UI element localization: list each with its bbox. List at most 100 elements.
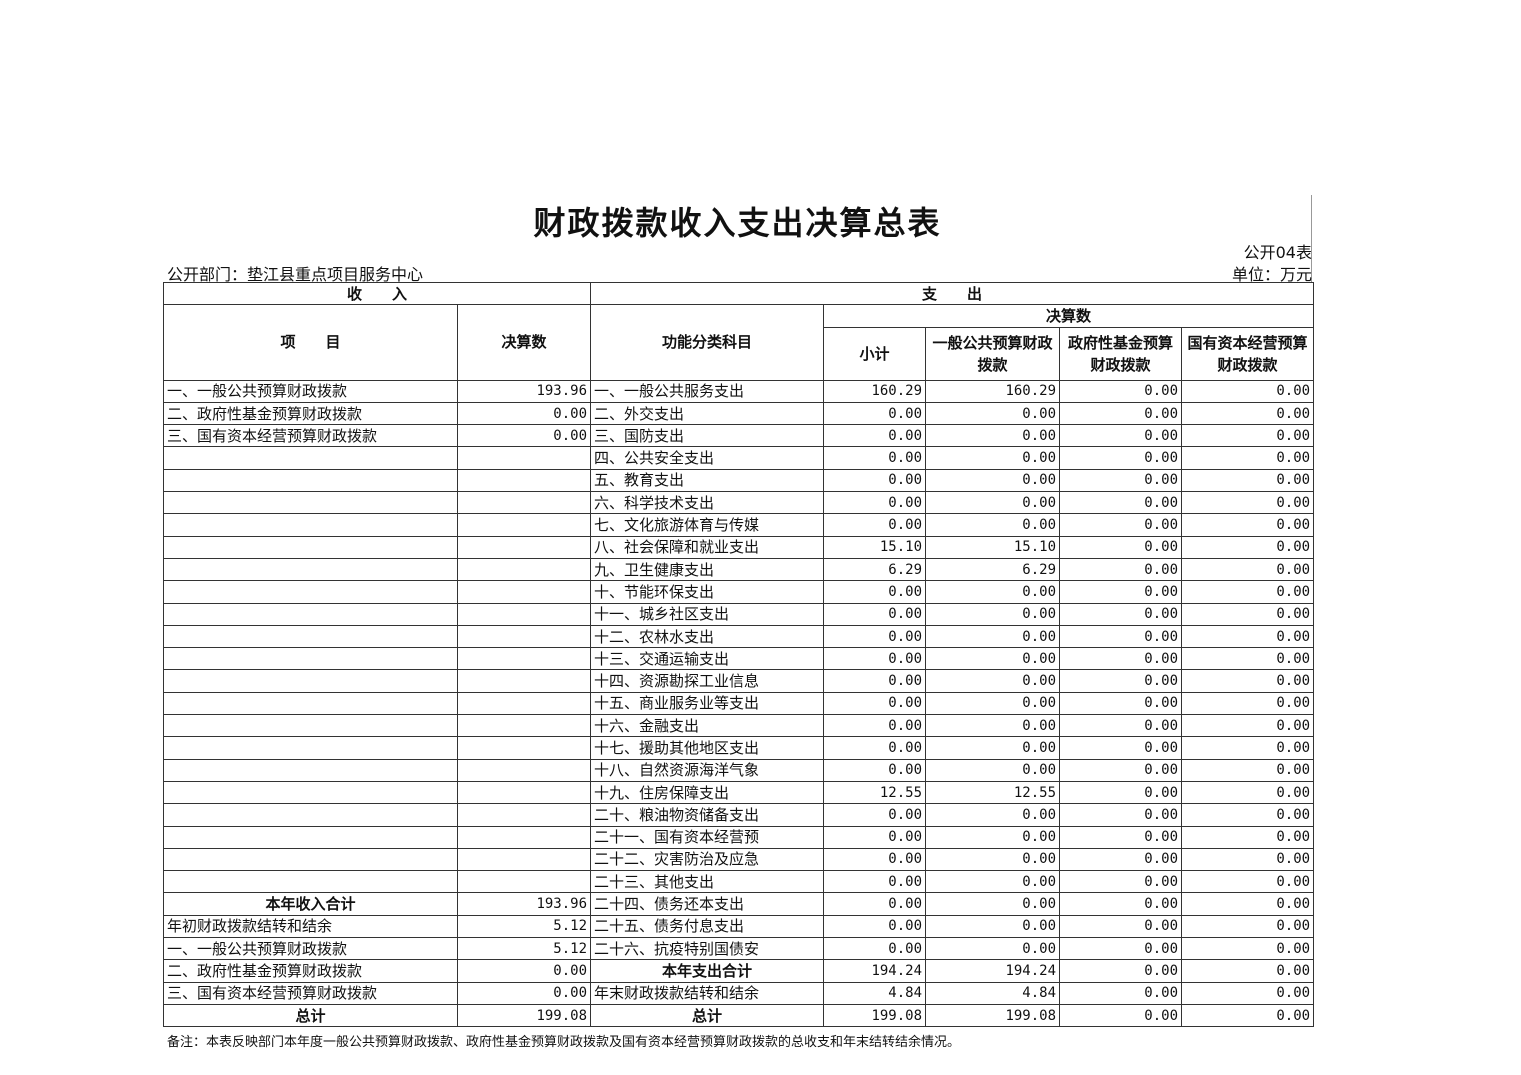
gov-fund-cell: 0.00 xyxy=(1059,491,1183,515)
gov-fund-cell: 0.00 xyxy=(1059,424,1183,448)
department: 公开部门：垫江县重点项目服务中心 xyxy=(167,265,424,284)
income-amount-cell xyxy=(456,691,592,716)
general-budget-cell: 0.00 xyxy=(925,691,1061,716)
general-budget-cell: 15.10 xyxy=(925,535,1061,559)
gov-fund-cell: 0.00 xyxy=(1059,647,1183,671)
income-item-cell xyxy=(163,847,458,872)
income-item-cell xyxy=(163,736,458,760)
general-budget-cell: 0.00 xyxy=(925,914,1061,939)
gov-fund-cell: 0.00 xyxy=(1059,892,1183,916)
income-amount-cell xyxy=(456,780,592,805)
general-budget-cell: 0.00 xyxy=(925,803,1061,827)
income-item-cell xyxy=(163,714,458,738)
general-budget-cell: 0.00 xyxy=(925,758,1061,782)
expense-item-cell: 三、国防支出 xyxy=(590,424,825,448)
income-amount-cell xyxy=(456,580,592,604)
subtotal-cell: 0.00 xyxy=(823,491,927,515)
subtotal-cell: 0.00 xyxy=(823,468,927,493)
income-item-cell xyxy=(163,691,458,716)
finance-table: 收 入 支 出 项 目 决算数 功能分类科目 决算数 小计 一般公共预算财政拨款… xyxy=(162,281,1315,1028)
subtotal-cell: 12.55 xyxy=(823,780,927,805)
income-item-cell xyxy=(163,803,458,827)
general-budget-cell: 0.00 xyxy=(925,847,1061,872)
table-row: 本年收入合计 193.96 二十四、债务还本支出 0.00 0.00 0.00 0.00 xyxy=(163,892,1315,916)
gov-fund-cell: 0.00 xyxy=(1059,1003,1183,1028)
income-item-cell xyxy=(163,669,458,693)
table-row: 八、社会保障和就业支出 15.10 15.10 0.00 0.00 xyxy=(163,535,1315,559)
income-item-cell: 年初财政拨款结转和结余 xyxy=(163,914,458,939)
income-amount-cell xyxy=(456,647,592,671)
final-amount-group-header: 决算数 xyxy=(823,304,1315,328)
subtotal-cell: 194.24 xyxy=(823,959,927,983)
subtotal-cell: 0.00 xyxy=(823,513,927,537)
income-item-cell xyxy=(163,780,458,805)
gov-fund-cell: 0.00 xyxy=(1059,758,1183,782)
general-budget-cell: 12.55 xyxy=(925,780,1061,805)
income-amount-cell: 0.00 xyxy=(456,401,592,426)
state-capital-cell: 0.00 xyxy=(1181,602,1315,626)
general-budget-cell: 0.00 xyxy=(925,446,1061,470)
gov-fund-cell: 0.00 xyxy=(1059,624,1183,649)
expense-item-cell: 本年支出合计 xyxy=(590,959,825,983)
general-budget-cell: 0.00 xyxy=(925,513,1061,537)
gov-fund-cell: 0.00 xyxy=(1059,691,1183,716)
table-row: 七、文化旅游体育与传媒 0.00 0.00 0.00 0.00 xyxy=(163,513,1315,537)
expense-item-cell: 二十、粮油物资储备支出 xyxy=(590,803,825,827)
expense-item-cell: 十八、自然资源海洋气象 xyxy=(590,758,825,782)
table-row: 三、国有资本经营预算财政拨款 0.00 三、国防支出 0.00 0.00 0.00 0.00 xyxy=(163,424,1315,448)
income-amount-cell xyxy=(456,870,592,894)
subtotal-cell: 6.29 xyxy=(823,557,927,582)
table-row: 十八、自然资源海洋气象 0.00 0.00 0.00 0.00 xyxy=(163,758,1315,782)
income-amount-cell: 5.12 xyxy=(456,937,592,961)
income-item-cell: 二、政府性基金预算财政拨款 xyxy=(163,959,458,983)
state-capital-cell: 0.00 xyxy=(1181,580,1315,604)
income-amount-cell xyxy=(456,513,592,537)
state-capital-cell: 0.00 xyxy=(1181,825,1315,849)
income-amount-cell xyxy=(456,714,592,738)
unit-label: 单位：万元 xyxy=(1231,265,1312,284)
expense-item-cell: 十五、商业服务业等支出 xyxy=(590,691,825,716)
table-row: 一、一般公共预算财政拨款 5.12 二十六、抗疫特别国债安 0.00 0.00 0.00 0… xyxy=(163,937,1315,961)
income-amount-cell xyxy=(456,557,592,582)
income-amount-cell: 5.12 xyxy=(456,914,592,939)
income-amount-cell: 193.96 xyxy=(456,892,592,916)
gov-fund-cell: 0.00 xyxy=(1059,379,1183,403)
form-number: 公开04表 xyxy=(1243,243,1312,262)
state-capital-cell: 0.00 xyxy=(1181,468,1315,493)
state-capital-cell: 0.00 xyxy=(1181,557,1315,582)
expense-item-cell: 七、文化旅游体育与传媒 xyxy=(590,513,825,537)
income-amount-cell: 0.00 xyxy=(456,424,592,448)
table-row: 九、卫生健康支出 6.29 6.29 0.00 0.00 xyxy=(163,557,1315,582)
expense-item-cell: 一、一般公共服务支出 xyxy=(590,379,825,403)
subtotal-cell: 0.00 xyxy=(823,624,927,649)
income-item-cell xyxy=(163,624,458,649)
income-item-cell: 二、政府性基金预算财政拨款 xyxy=(163,401,458,426)
general-budget-cell: 194.24 xyxy=(925,959,1061,983)
subtotal-cell: 0.00 xyxy=(823,736,927,760)
gov-fund-cell: 0.00 xyxy=(1059,914,1183,939)
state-capital-cell: 0.00 xyxy=(1181,1003,1315,1028)
state-capital-cell: 0.00 xyxy=(1181,446,1315,470)
income-item-cell: 三、国有资本经营预算财政拨款 xyxy=(163,981,458,1005)
state-capital-cell: 0.00 xyxy=(1181,401,1315,426)
table-row: 二、政府性基金预算财政拨款 0.00 本年支出合计 194.24 194.24 0.00 0… xyxy=(163,959,1315,983)
income-item-cell xyxy=(163,870,458,894)
general-budget-cell: 0.00 xyxy=(925,892,1061,916)
table-row: 三、国有资本经营预算财政拨款 0.00 年末财政拨款结转和结余 4.84 4.84 0.0… xyxy=(163,981,1315,1005)
table-row: 二十三、其他支出 0.00 0.00 0.00 0.00 xyxy=(163,870,1315,894)
income-item-cell xyxy=(163,758,458,782)
table-row: 一、一般公共预算财政拨款 193.96 一、一般公共服务支出 160.29 160.29… xyxy=(163,379,1315,403)
subtotal-cell: 160.29 xyxy=(823,379,927,403)
state-capital-cell: 0.00 xyxy=(1181,780,1315,805)
subtotal-cell: 0.00 xyxy=(823,870,927,894)
subtotal-cell: 0.00 xyxy=(823,758,927,782)
general-budget-cell: 0.00 xyxy=(925,647,1061,671)
table-row: 十、节能环保支出 0.00 0.00 0.00 0.00 xyxy=(163,580,1315,604)
general-budget-cell: 0.00 xyxy=(925,468,1061,493)
income-item-cell xyxy=(163,557,458,582)
state-capital-cell: 0.00 xyxy=(1181,758,1315,782)
expense-item-cell: 二十四、债务还本支出 xyxy=(590,892,825,916)
table-row: 十三、交通运输支出 0.00 0.00 0.00 0.00 xyxy=(163,647,1315,671)
expense-item-cell: 十四、资源勘探工业信息 xyxy=(590,669,825,693)
subtotal-cell: 0.00 xyxy=(823,424,927,448)
